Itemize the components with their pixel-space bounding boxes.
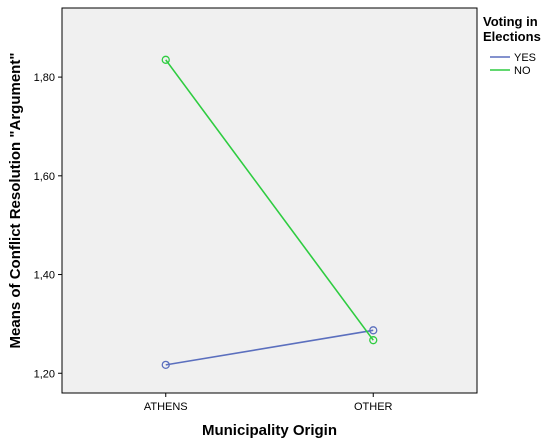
legend-title-line2: Elections: [483, 29, 541, 44]
legend-title-line1: Voting in: [483, 14, 538, 29]
data-point-no: [369, 336, 378, 345]
x-axis-title: Municipality Origin: [202, 422, 337, 439]
series-group: [161, 55, 378, 370]
x-tick-label: ATHENS: [144, 401, 188, 413]
series-line-yes: [165, 329, 374, 366]
series-line-no: [165, 59, 374, 341]
x-tick-label: OTHER: [354, 401, 393, 413]
y-axis: 1,20 1,40 1,60 1,80: [34, 72, 62, 380]
data-point-yes: [161, 360, 170, 370]
data-point-no: [161, 55, 170, 64]
y-tick-label: 1,60: [34, 171, 55, 183]
x-axis: ATHENS OTHER: [144, 393, 393, 413]
data-point-yes: [369, 326, 378, 335]
legend-label-yes: YES: [514, 52, 536, 64]
y-tick-label: 1,80: [34, 72, 55, 84]
legend-label-no: NO: [514, 65, 531, 77]
y-tick-label: 1,40: [34, 270, 55, 282]
y-tick-label: 1,20: [34, 368, 55, 380]
y-axis-title: Means of Conflict Resolution "Argument": [7, 53, 24, 349]
